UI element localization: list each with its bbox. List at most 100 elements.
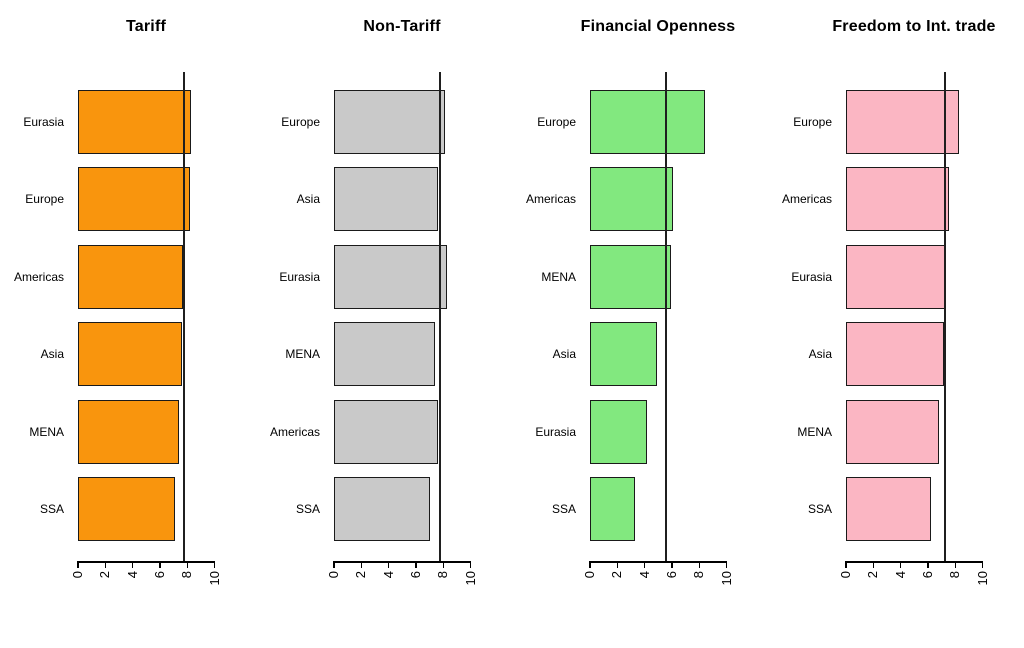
bar-americas (334, 399, 438, 464)
bar-mena (846, 399, 939, 464)
bar-europe (78, 167, 191, 232)
bar-ssa (78, 477, 176, 541)
bar-americas (846, 167, 949, 232)
x-axis-tick-label: 2 (353, 571, 369, 579)
bar-eurasia (590, 399, 648, 464)
x-axis-tick-label: 0 (70, 571, 85, 579)
bar-ssa (590, 477, 636, 541)
category-label-eurasia: Eurasia (279, 269, 320, 284)
category-label-americas: Americas (781, 192, 832, 207)
bar-asia (590, 322, 657, 387)
x-axis-tick-label: 6 (408, 571, 424, 579)
x-axis-tick-label: 0 (838, 571, 853, 579)
category-label-mena: MENA (285, 347, 320, 362)
x-axis-tick-label: 6 (152, 571, 168, 579)
x-axis-tick (671, 561, 673, 568)
x-axis-tick-label: 4 (892, 571, 908, 579)
chart-title: Tariff (125, 18, 166, 35)
category-label-europe: Europe (537, 115, 576, 129)
category-label-mena: MENA (29, 424, 64, 439)
x-axis-tick-label: 6 (920, 571, 936, 579)
x-axis-tick (927, 561, 929, 568)
x-axis-line (590, 561, 727, 563)
category-label-mena: MENA (797, 424, 832, 439)
x-axis-tick-label: 2 (865, 571, 881, 579)
x-axis-line (78, 561, 215, 563)
chart-panel-financial-openness: Financial Openness Europe Americas MENA Asia… (512, 0, 768, 648)
x-axis-tick-label: 6 (664, 571, 680, 579)
x-axis-tick-label: 4 (380, 571, 396, 579)
bar-mena (78, 399, 180, 464)
bar-eurasia (334, 244, 448, 309)
x-axis-tick (104, 561, 107, 568)
x-axis-tick (954, 561, 957, 568)
x-axis-tick (442, 561, 445, 568)
x-axis-tick (213, 561, 216, 568)
x-axis-tick-label: 10 (974, 571, 990, 586)
x-axis-tick-label: 8 (179, 571, 195, 579)
category-label-europe: Europe (25, 192, 64, 207)
x-axis-tick (387, 561, 390, 568)
category-label-asia: Asia (40, 347, 64, 362)
x-axis-tick (872, 561, 875, 568)
x-axis-tick (643, 561, 646, 568)
category-label-ssa: SSA (39, 502, 64, 516)
category-label-asia: Asia (296, 192, 320, 207)
x-axis-tick (725, 561, 728, 568)
category-label-asia: Asia (808, 347, 832, 362)
x-axis-tick (159, 561, 161, 568)
mean-reference-line (665, 72, 667, 561)
x-axis-tick (415, 561, 417, 568)
x-axis-tick-label: 2 (97, 571, 113, 579)
mean-reference-line (439, 72, 441, 561)
x-axis-line (846, 561, 983, 563)
x-axis-tick (845, 561, 847, 568)
chart-panel-freedom-to-int-trade: Freedom to Int. trade Europe Americas Euras… (768, 0, 1024, 648)
x-axis-tick-label: 10 (718, 571, 734, 586)
category-label-asia: Asia (552, 347, 576, 362)
chart-title: Freedom to Int. trade (832, 18, 996, 35)
x-axis-tick (616, 561, 619, 568)
chart-title: Financial Openness (580, 18, 736, 35)
mean-reference-line (944, 72, 947, 561)
x-axis-tick-label: 10 (206, 571, 222, 586)
x-axis-tick (698, 561, 701, 568)
x-axis-tick (469, 561, 472, 568)
x-axis-tick-label: 8 (691, 571, 707, 579)
bar-europe (846, 90, 960, 154)
bar-asia (334, 167, 438, 232)
x-axis-tick (333, 561, 335, 568)
bar-asia (78, 322, 182, 387)
x-axis-tick-label: 0 (326, 571, 341, 579)
bar-mena (590, 244, 671, 309)
category-label-americas: Americas (525, 192, 576, 207)
x-axis-tick (589, 561, 591, 568)
category-label-europe: Europe (281, 115, 320, 129)
x-axis-line (334, 561, 471, 563)
bar-americas (78, 244, 184, 309)
bar-europe (334, 90, 445, 154)
category-label-ssa: SSA (807, 502, 832, 516)
chart-panel-tariff: Tariff Eurasia Europe Americas Asia MENA SSA 0 2… (0, 0, 256, 648)
plot-area: Eurasia Europe Americas Asia MENA SSA 0 2 4 6 8 10 (0, 72, 256, 585)
category-label-ssa: SSA (295, 502, 320, 516)
x-axis-tick (360, 561, 363, 568)
plot-area: Europe Americas Eurasia Asia MENA SSA 0 2 4 6 8 10 (768, 72, 1024, 585)
x-axis-tick-label: 0 (582, 571, 597, 579)
chart-title: Non-Tariff (363, 18, 441, 35)
x-axis-tick (981, 561, 984, 568)
category-label-europe: Europe (793, 115, 832, 129)
plot-area: Europe Americas MENA Asia Eurasia SSA 0 2 4 6 8 10 (512, 72, 768, 585)
x-axis-tick-label: 2 (609, 571, 625, 579)
bar-eurasia (846, 244, 946, 309)
category-label-eurasia: Eurasia (535, 424, 576, 439)
x-axis-tick-label: 8 (435, 571, 451, 579)
bar-americas (590, 167, 674, 232)
bar-eurasia (78, 90, 192, 154)
bar-europe (590, 90, 705, 154)
category-label-eurasia: Eurasia (791, 269, 832, 284)
category-label-ssa: SSA (551, 502, 576, 516)
bar-asia (846, 322, 945, 387)
category-label-americas: Americas (13, 269, 64, 284)
